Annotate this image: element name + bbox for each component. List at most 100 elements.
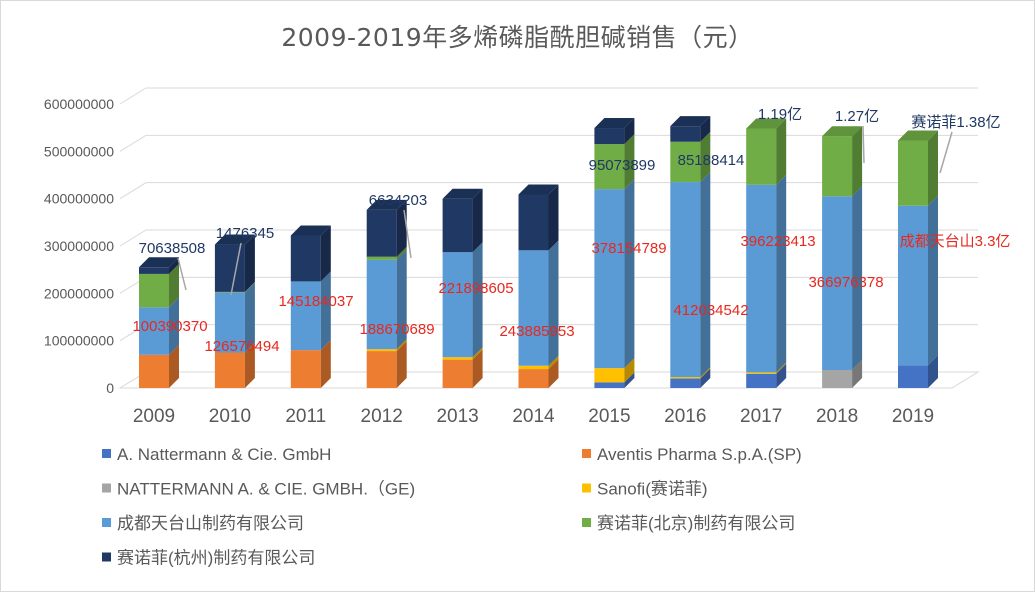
legend-swatch bbox=[582, 449, 591, 458]
bar-segment bbox=[746, 184, 777, 373]
leader-line bbox=[403, 209, 412, 259]
bar-segment-side bbox=[320, 225, 331, 282]
bar-segment-side bbox=[928, 130, 938, 206]
bar-segment-side bbox=[928, 195, 938, 366]
y-tick-label: 0 bbox=[106, 380, 114, 396]
data-label: 100390370 bbox=[132, 318, 207, 335]
x-tick-label: 2015 bbox=[588, 406, 630, 427]
bar-segment-side bbox=[396, 246, 407, 260]
bar-segment-side bbox=[624, 372, 635, 388]
bar-segment-side bbox=[928, 355, 938, 388]
x-tick-label: 2019 bbox=[892, 406, 934, 427]
bar-segment bbox=[594, 368, 625, 383]
bar-segment-side bbox=[396, 341, 407, 388]
legend-swatch bbox=[102, 518, 111, 527]
data-label: 1.19亿 bbox=[758, 106, 802, 123]
data-label: 1476345 bbox=[216, 225, 274, 242]
bar-segment-side bbox=[396, 249, 407, 350]
legend-label: Sanofi(赛诺菲) bbox=[597, 479, 708, 499]
data-label: 95073899 bbox=[589, 157, 656, 174]
bar-segment bbox=[898, 205, 928, 366]
legend-label: NATTERMANN A. & CIE. GMBH.（GE) bbox=[117, 480, 415, 499]
bar-segment-side bbox=[624, 134, 635, 190]
y-tick-label: 200000000 bbox=[44, 285, 114, 301]
data-label: 赛诺菲1.38亿 bbox=[911, 114, 1000, 131]
bar-segment bbox=[442, 198, 473, 253]
x-tick-label: 2018 bbox=[816, 406, 858, 427]
bar-segment bbox=[822, 196, 853, 371]
bar-segment-side bbox=[244, 342, 255, 388]
data-label: 6634203 bbox=[369, 192, 427, 209]
bar-segment bbox=[366, 349, 397, 352]
bar-top-face bbox=[670, 116, 711, 127]
bar-top-face bbox=[746, 118, 787, 129]
bar-segment bbox=[139, 354, 169, 388]
legend-label: 赛诺菲(北京)制药有限公司 bbox=[597, 513, 795, 533]
legend-swatch bbox=[102, 483, 111, 493]
legend-swatch bbox=[582, 483, 591, 493]
bar-segment bbox=[670, 126, 701, 142]
bar-segment bbox=[214, 244, 245, 292]
bar-segment bbox=[442, 357, 473, 360]
bar-segment-side bbox=[396, 339, 407, 352]
x-tick-label: 2009 bbox=[133, 406, 175, 427]
bar-segment-side bbox=[169, 297, 179, 355]
bar-segment-side bbox=[852, 360, 863, 388]
y-tick-label: 300000000 bbox=[44, 238, 114, 254]
legend-label: 成都天台山制药有限公司 bbox=[117, 514, 304, 533]
bar-segment-side bbox=[624, 179, 635, 369]
bar-segment-side bbox=[169, 263, 179, 308]
bar-segment bbox=[898, 365, 928, 388]
bar-segment bbox=[594, 382, 625, 388]
bar-segment-side bbox=[472, 242, 483, 358]
data-label: 412034542 bbox=[673, 302, 748, 319]
bar-segment-side bbox=[776, 362, 787, 374]
bar-segment bbox=[670, 378, 701, 388]
bar-segment bbox=[366, 256, 397, 260]
bar-segment-side bbox=[244, 234, 255, 292]
bar-top-face bbox=[290, 225, 331, 236]
bar-top-face bbox=[442, 188, 483, 199]
bar-segment bbox=[518, 250, 549, 366]
data-label: 366976378 bbox=[808, 274, 883, 291]
data-label: 221898605 bbox=[438, 280, 513, 297]
gridline-side bbox=[119, 182, 147, 200]
bar-segment-side bbox=[472, 349, 483, 388]
bar-segment bbox=[746, 373, 777, 388]
x-tick-label: 2017 bbox=[740, 406, 782, 427]
bar-segment bbox=[670, 141, 701, 183]
bar-segment bbox=[518, 369, 549, 388]
bar-segment bbox=[594, 128, 625, 145]
bar-segment-side bbox=[624, 358, 635, 383]
data-label: 188670689 bbox=[359, 321, 434, 338]
y-tick-label: 600000000 bbox=[44, 96, 114, 112]
bar-segment-side bbox=[700, 116, 711, 142]
y-tick-label: 500000000 bbox=[44, 143, 114, 159]
leader-line bbox=[862, 125, 865, 164]
data-label: 126576494 bbox=[204, 338, 279, 355]
bar-top-face bbox=[139, 257, 179, 268]
bar-segment bbox=[822, 370, 853, 388]
x-tick-label: 2010 bbox=[209, 406, 251, 427]
data-label: 成都天台山3.3亿 bbox=[900, 233, 1011, 250]
bar-segment bbox=[518, 365, 549, 370]
bar-segment-side bbox=[548, 240, 559, 366]
bar-segment bbox=[746, 372, 777, 374]
bar-segment-side bbox=[548, 355, 559, 370]
bars-group bbox=[139, 116, 938, 388]
gridline-side bbox=[119, 134, 147, 152]
data-label: 378154789 bbox=[591, 240, 666, 257]
bar-segment-side bbox=[548, 184, 559, 251]
bar-segment bbox=[898, 140, 928, 206]
x-tick-label: 2011 bbox=[285, 406, 326, 427]
bar-segment-side bbox=[624, 118, 635, 145]
bar-segment bbox=[366, 351, 397, 388]
leader-line bbox=[230, 242, 242, 296]
data-label: 396223413 bbox=[740, 233, 815, 250]
data-label: 243885953 bbox=[499, 323, 574, 340]
chart-title: 2009-2019年多烯磷脂酰胆碱销售（元） bbox=[281, 23, 754, 52]
bar-segment bbox=[139, 267, 169, 274]
bar-segment bbox=[290, 281, 321, 351]
bar-segment-side bbox=[244, 282, 255, 353]
